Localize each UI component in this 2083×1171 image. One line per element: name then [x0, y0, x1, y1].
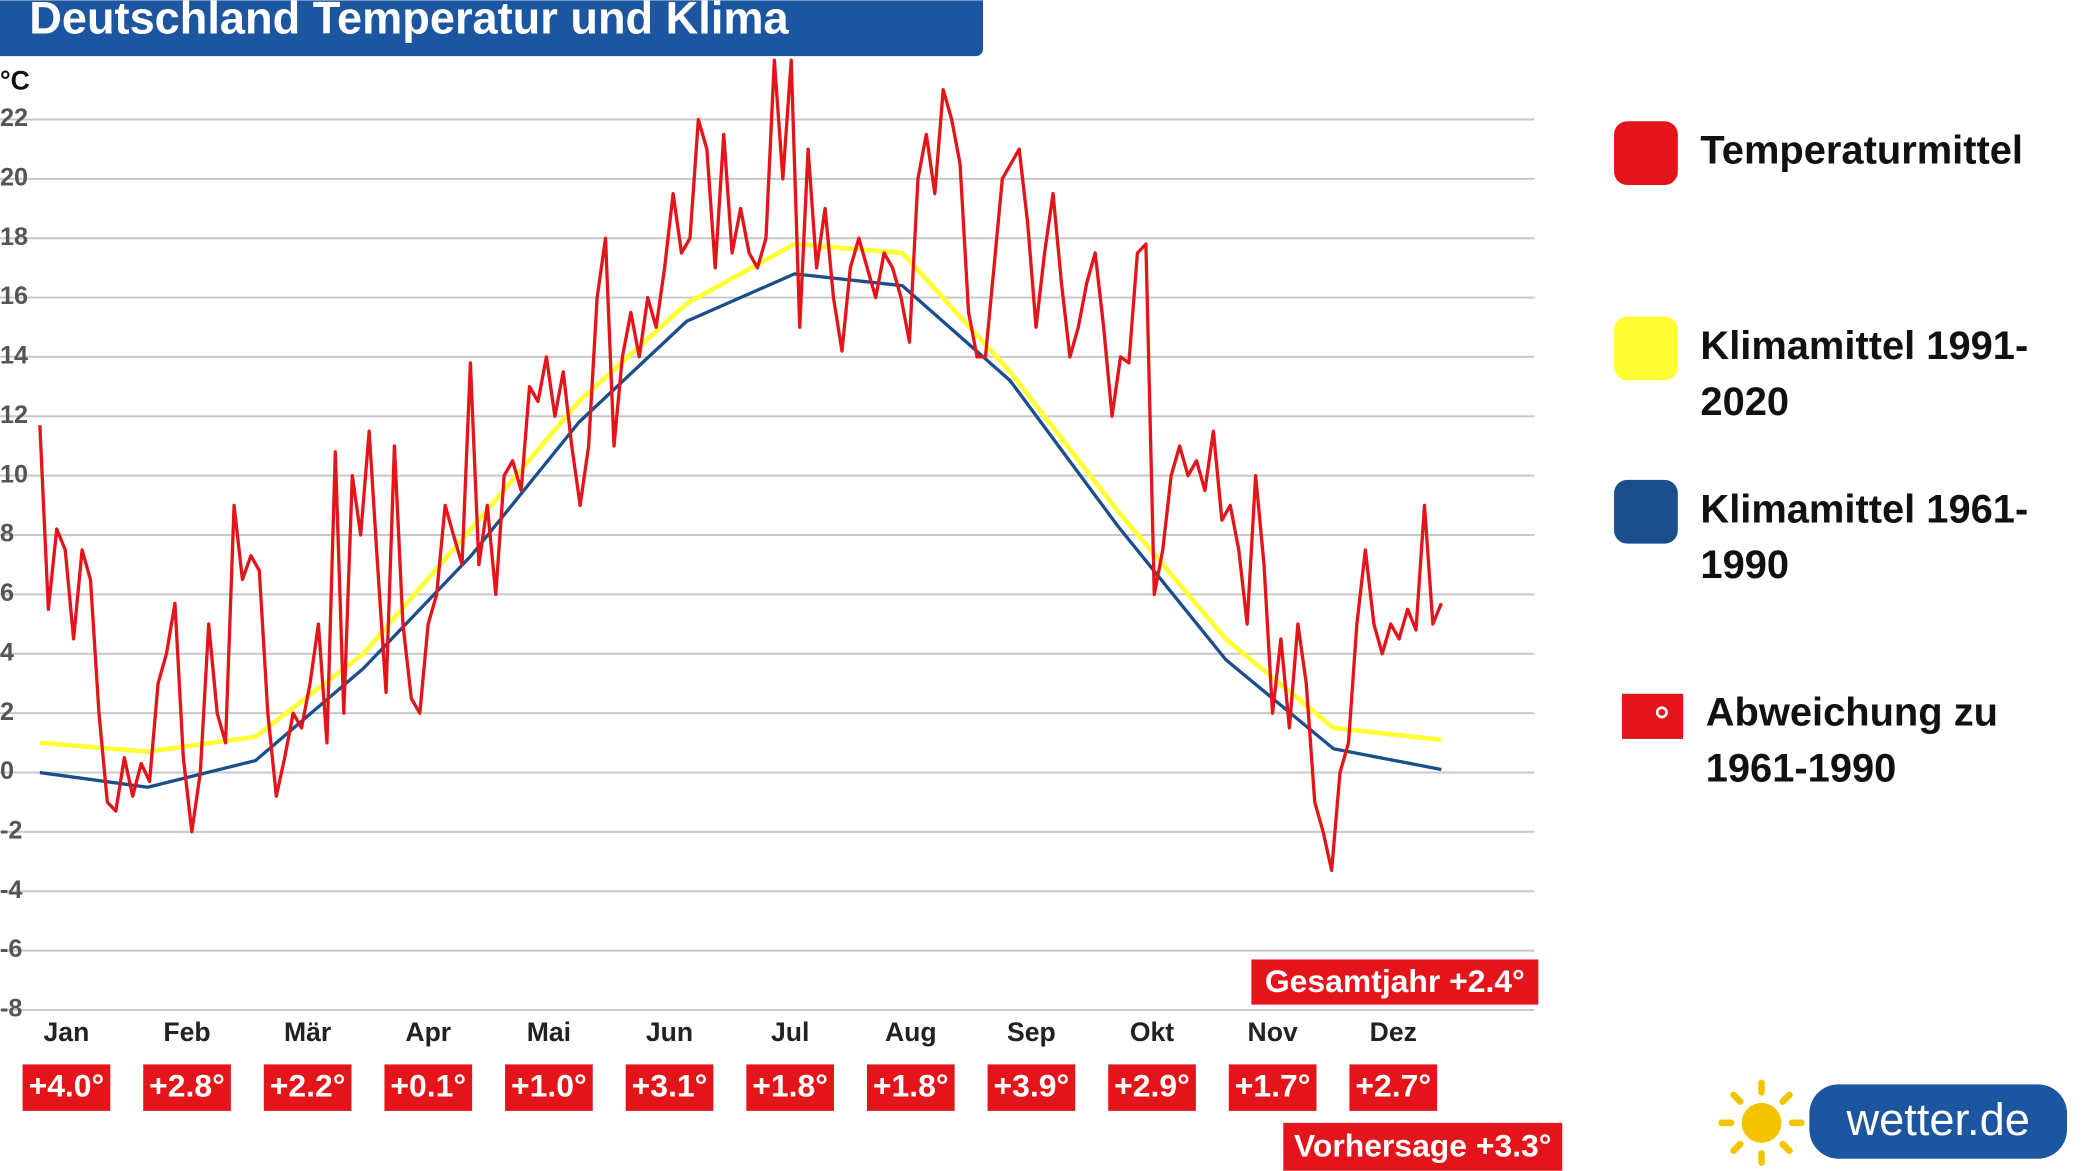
legend-entry: Klimamittel 1991-2020	[1700, 324, 2029, 425]
deviation-label: +1.7°	[1235, 1068, 1311, 1104]
y-axis-label: °C	[0, 66, 30, 96]
x-tick-label: Mär	[284, 1017, 331, 1047]
y-tick-label: 18	[0, 223, 28, 251]
deviation-box	[505, 1064, 593, 1111]
deviation-label: +1.8°	[873, 1068, 949, 1104]
deviation-box	[384, 1064, 473, 1111]
y-tick-label: 16	[0, 282, 28, 310]
x-tick-label: Jun	[646, 1017, 693, 1047]
y-tick-label: 4	[0, 638, 14, 666]
sun-icon	[1741, 1102, 1782, 1143]
deviation-box	[143, 1064, 231, 1111]
y-tick-label: 12	[0, 401, 28, 429]
deviation-box	[22, 1064, 111, 1111]
deviation-label: +3.1°	[632, 1068, 708, 1104]
y-tick-label: 0	[0, 757, 14, 785]
annotation-box	[1283, 1122, 1563, 1171]
line-series	[39, 241, 1442, 755]
legend: Temperaturmittel Klimamittel 1991-2020 Kli…	[1614, 121, 2029, 791]
legend-label: Abweichung zu 1961-1990	[1705, 691, 1998, 791]
deviation-label: +2.7°	[1355, 1068, 1431, 1104]
deviation-box	[746, 1064, 834, 1111]
legend-label: Klimamittel 1961-1990	[1700, 487, 2029, 588]
y-tick-label: -6	[0, 935, 22, 963]
deviation-box	[625, 1064, 714, 1111]
deviation-box	[866, 1064, 955, 1111]
deviation-label: +4.0°	[29, 1068, 105, 1104]
y-tick-label: 20	[0, 164, 28, 192]
x-tick-label: Jan	[44, 1017, 90, 1047]
y-tick-label: 6	[0, 579, 14, 607]
x-tick-label: Apr	[405, 1017, 451, 1047]
deviation-label: +2.2°	[270, 1068, 346, 1104]
logo-box	[1809, 1084, 2068, 1159]
x-tick-label: Dez	[1370, 1017, 1417, 1047]
annotation-box	[1251, 959, 1539, 1005]
deviation-box	[263, 1064, 352, 1111]
logo: wetter.de	[1718, 1079, 2068, 1167]
deviation-box	[987, 1064, 1076, 1111]
x-axis: Jan +4.0° Feb +2.8° Mär +2.2° Apr +0.1° Mai +1.0°…	[22, 959, 1563, 1171]
legend-label: Klimamittel 1991-2020	[1700, 324, 2029, 425]
deviation-label: +3.9°	[994, 1068, 1070, 1104]
deviation-box	[1349, 1064, 1438, 1111]
annotation: Gesamtjahr +2.4°	[1265, 963, 1525, 999]
deviation-label: +1.0°	[511, 1068, 587, 1104]
logo-text: wetter.de	[1846, 1094, 2030, 1145]
legend-entry: Klimamittel 1961-1990	[1700, 487, 2029, 588]
x-tick-label: Aug	[885, 1017, 937, 1047]
sun-rays	[1718, 1079, 1805, 1167]
legend-entry: Abweichung zu 1961-1990	[1705, 691, 1998, 791]
legend-swatch	[1614, 121, 1678, 185]
deviation-label: +2.9°	[1114, 1068, 1190, 1104]
y-tick-label: 10	[0, 460, 28, 488]
y-tick-label: 2	[0, 698, 14, 726]
line-series	[39, 272, 1442, 789]
deviation-label: +1.8°	[752, 1068, 828, 1104]
y-tick-label: -8	[0, 995, 22, 1023]
y-tick-label: -4	[0, 876, 22, 904]
legend-label: Temperaturmittel	[1700, 129, 2023, 174]
x-tick-label: Jul	[771, 1017, 809, 1047]
legend-swatch	[1614, 479, 1678, 544]
plot	[38, 58, 1443, 873]
x-tick-label: Sep	[1007, 1017, 1056, 1047]
annotation: Vorhersage +3.3°	[1294, 1128, 1552, 1164]
deviation-label: +2.8°	[149, 1068, 225, 1104]
line-series	[38, 58, 1443, 873]
grid: -8 -6 -4 -2 0 2 4 6 8 10 12 14 16 18 20 22	[0, 104, 1535, 1023]
x-tick-label: Feb	[163, 1017, 210, 1047]
y-tick-label: 14	[0, 342, 28, 370]
legend-entry: Temperaturmittel	[1700, 129, 2023, 174]
x-tick-label: Nov	[1248, 1017, 1298, 1047]
legend-swatch	[1622, 693, 1684, 739]
chart-title: Deutschland Temperatur und Klima	[29, 0, 789, 43]
y-tick-label: 22	[0, 104, 28, 132]
deviation-box	[1108, 1064, 1196, 1111]
deviation-label: +0.1°	[390, 1068, 466, 1104]
x-tick-label: Mai	[527, 1017, 571, 1047]
deviation-box	[1228, 1064, 1317, 1111]
x-tick-label: Okt	[1130, 1017, 1174, 1047]
y-tick-label: -2	[0, 817, 22, 845]
y-tick-label: 8	[0, 520, 14, 548]
legend-swatch	[1614, 316, 1678, 381]
title-box	[0, 0, 984, 57]
legend-dot	[1655, 706, 1668, 719]
